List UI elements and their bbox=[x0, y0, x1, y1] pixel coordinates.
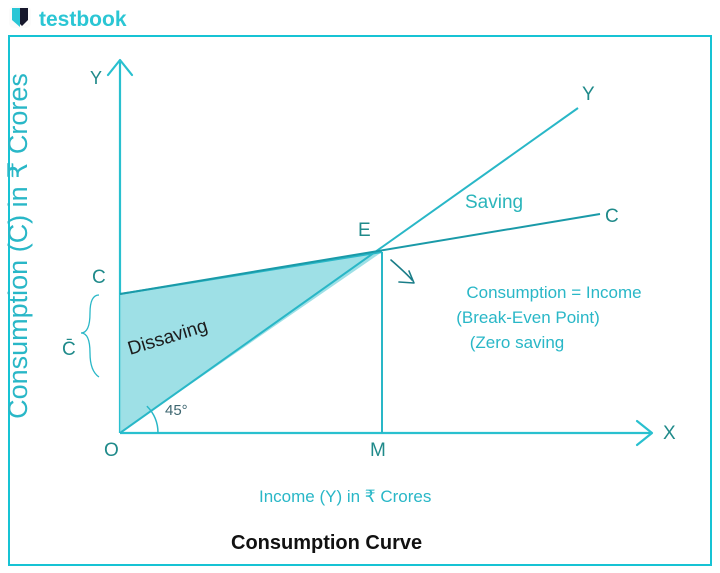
svg-text:(Break-Even Point): (Break-Even Point) bbox=[456, 308, 600, 327]
svg-text:X: X bbox=[663, 423, 676, 444]
svg-text:C: C bbox=[92, 267, 106, 288]
svg-text:45°: 45° bbox=[165, 402, 188, 419]
svg-text:Y: Y bbox=[582, 84, 595, 105]
svg-text:C: C bbox=[605, 206, 619, 227]
svg-text:O: O bbox=[104, 440, 119, 461]
svg-text:Y: Y bbox=[90, 68, 102, 88]
svg-text:C̄: C̄ bbox=[62, 339, 76, 360]
svg-text:(Zero saving: (Zero saving bbox=[470, 333, 564, 352]
svg-text:testbook: testbook bbox=[39, 8, 127, 31]
svg-text:Consumption Curve: Consumption Curve bbox=[231, 532, 422, 554]
svg-text:Consumption = Income: Consumption = Income bbox=[466, 283, 641, 302]
svg-text:Saving: Saving bbox=[465, 192, 523, 213]
svg-text:Consumption (C) in ₹ Crores: Consumption (C) in ₹ Crores bbox=[3, 73, 33, 419]
svg-text:E: E bbox=[358, 220, 371, 241]
svg-text:M: M bbox=[370, 440, 386, 461]
svg-text:Income (Y) in ₹ Crores: Income (Y) in ₹ Crores bbox=[259, 487, 431, 506]
